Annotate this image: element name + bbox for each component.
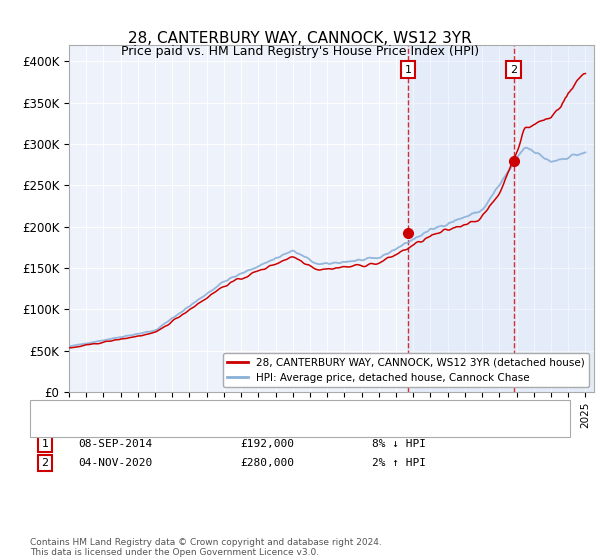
Bar bbox=[408, 45, 600, 392]
Text: Price paid vs. HM Land Registry's House Price Index (HPI): Price paid vs. HM Land Registry's House … bbox=[121, 45, 479, 58]
Text: 8% ↓ HPI: 8% ↓ HPI bbox=[372, 438, 426, 449]
Text: 28, CANTERBURY WAY, CANNOCK, WS12 3YR (detached house): 28, CANTERBURY WAY, CANNOCK, WS12 3YR (d… bbox=[93, 402, 422, 412]
Text: 1: 1 bbox=[404, 64, 412, 74]
Text: 04-NOV-2020: 04-NOV-2020 bbox=[78, 458, 152, 468]
Text: ─────: ───── bbox=[54, 413, 88, 423]
Text: ─────: ───── bbox=[54, 402, 88, 412]
Text: HPI: Average price, detached house, Cannock Chase: HPI: Average price, detached house, Cann… bbox=[93, 413, 367, 423]
Text: 1: 1 bbox=[41, 438, 49, 449]
Legend: 28, CANTERBURY WAY, CANNOCK, WS12 3YR (detached house), HPI: Average price, deta: 28, CANTERBURY WAY, CANNOCK, WS12 3YR (d… bbox=[223, 353, 589, 387]
Text: £280,000: £280,000 bbox=[240, 458, 294, 468]
Text: £192,000: £192,000 bbox=[240, 438, 294, 449]
Text: 2: 2 bbox=[41, 458, 49, 468]
Text: 2% ↑ HPI: 2% ↑ HPI bbox=[372, 458, 426, 468]
Text: Contains HM Land Registry data © Crown copyright and database right 2024.
This d: Contains HM Land Registry data © Crown c… bbox=[30, 538, 382, 557]
Text: 28, CANTERBURY WAY, CANNOCK, WS12 3YR: 28, CANTERBURY WAY, CANNOCK, WS12 3YR bbox=[128, 31, 472, 46]
Text: 08-SEP-2014: 08-SEP-2014 bbox=[78, 438, 152, 449]
Text: 2: 2 bbox=[510, 64, 517, 74]
